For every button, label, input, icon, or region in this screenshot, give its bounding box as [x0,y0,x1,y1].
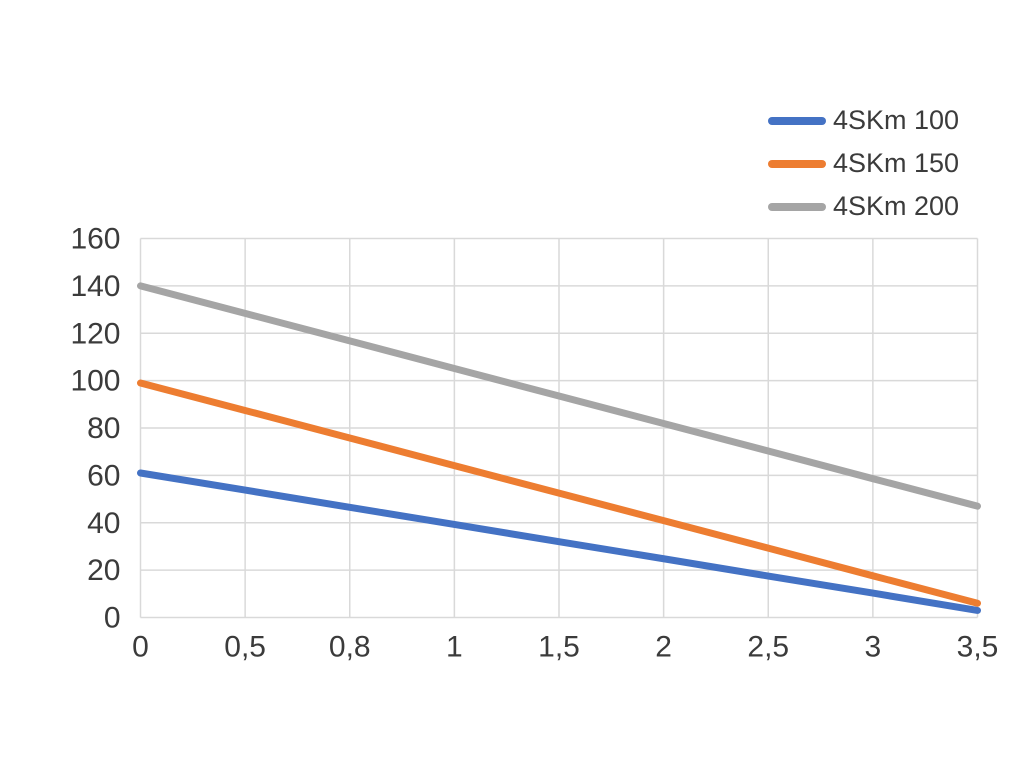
y-tick-label: 20 [87,554,120,587]
series-line-4skm-200 [137,282,981,510]
x-tick-label: 1,5 [538,631,580,664]
legend-line-swatch-gray [768,202,826,211]
chart-legend: 4SKm 100 4SKm 150 4SKm 200 [768,99,959,228]
x-tick-label: 0,5 [224,631,266,664]
x-tick-label: 3,5 [957,631,999,664]
legend-line-swatch-orange [768,159,826,168]
y-tick-label: 100 [70,365,120,398]
y-tick-label: 60 [87,459,120,492]
legend-label: 4SKm 150 [833,148,960,178]
legend-item-4skm-100: 4SKm 100 [768,99,959,142]
y-tick-label: 40 [87,507,120,540]
series-line-4skm-150 [137,379,981,607]
x-tick-label: 2 [655,631,672,664]
y-tick-label: 0 [104,602,121,635]
x-tick-label: 0 [132,631,149,664]
x-tick-label: 0,8 [329,631,371,664]
legend-item-4skm-200: 4SKm 200 [768,185,959,228]
legend-item-4skm-150: 4SKm 150 [768,142,959,185]
x-tick-label: 1 [446,631,463,664]
legend-label: 4SKm 100 [833,105,960,135]
y-tick-label: 80 [87,412,120,445]
legend-label: 4SKm 200 [833,191,960,221]
legend-line-swatch-blue [768,116,826,125]
x-tick-label: 3 [865,631,882,664]
y-tick-label: 160 [70,223,120,256]
series-line-4skm-100 [137,469,981,614]
y-tick-label: 120 [70,317,120,350]
y-tick-label: 140 [70,270,120,303]
x-tick-label: 2,5 [747,631,789,664]
